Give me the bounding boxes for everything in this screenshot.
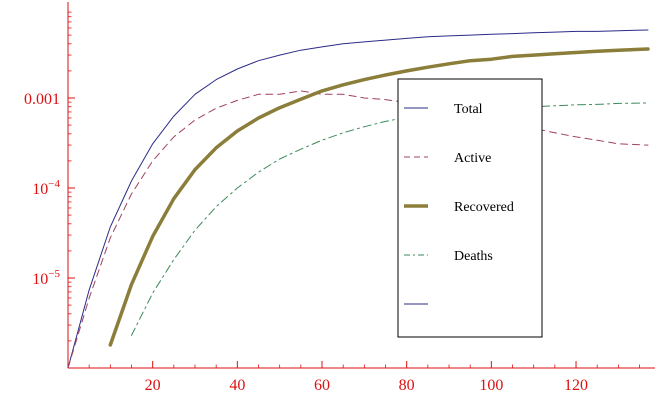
y-tick-label: 0.001 bbox=[24, 91, 60, 108]
series-line-deaths bbox=[131, 102, 649, 336]
series-line-recovered bbox=[108, 47, 650, 347]
x-tick-label: 60 bbox=[314, 377, 330, 394]
series-line-total bbox=[68, 29, 649, 368]
x-tick-label: 80 bbox=[399, 377, 415, 394]
series-layer bbox=[68, 29, 650, 368]
axes: 20 40 60 80 100 120 10−5 10−4 0.001 bbox=[24, 2, 655, 394]
y-tick-label: 10−4 bbox=[32, 178, 60, 198]
legend-label: Total bbox=[454, 102, 483, 117]
legend-label: Recovered bbox=[454, 200, 514, 215]
legend-label: Deaths bbox=[454, 249, 493, 264]
y-tick-label: 10−5 bbox=[32, 268, 60, 288]
legend-box bbox=[397, 78, 543, 338]
series-line-active bbox=[68, 90, 649, 368]
x-tick-label: 40 bbox=[229, 377, 245, 394]
legend-label: Active bbox=[454, 151, 491, 166]
legend: Total Active Recovered Deaths bbox=[397, 78, 543, 338]
x-tick-label: 100 bbox=[479, 377, 503, 394]
x-tick-label: 120 bbox=[564, 377, 588, 394]
x-tick-label: 20 bbox=[145, 377, 161, 394]
